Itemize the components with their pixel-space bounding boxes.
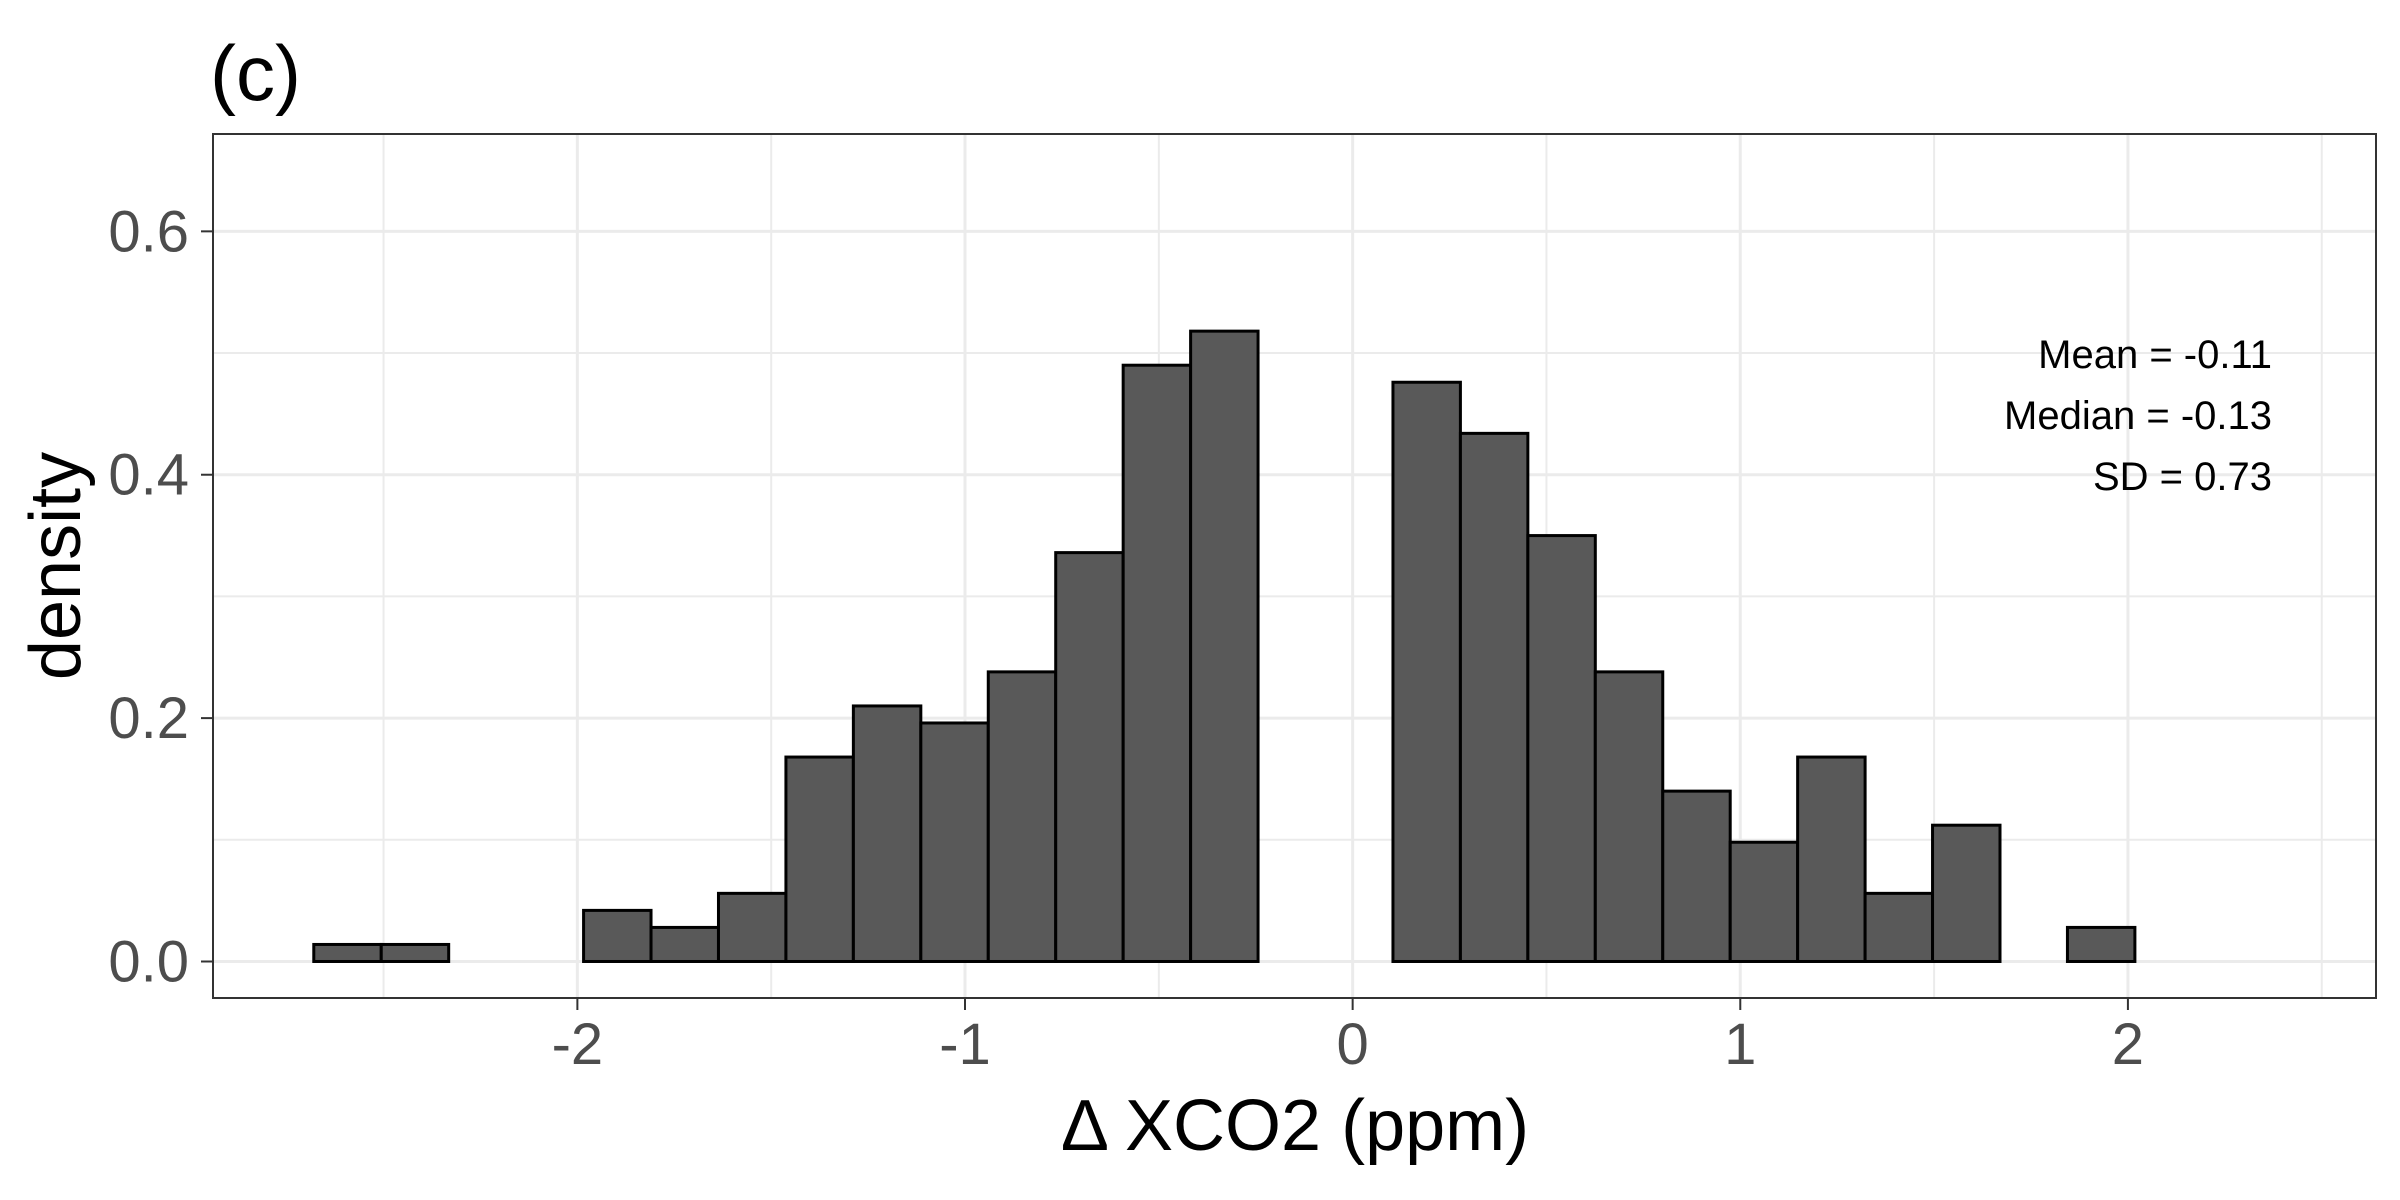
y-axis-title: density xyxy=(16,452,96,680)
statistics-annotation: Mean = -0.11 Median = -0.13 SD = 0.73 xyxy=(2004,333,2272,499)
histogram-bar xyxy=(1526,534,1597,963)
y-tick-label: 0.0 xyxy=(108,929,189,994)
histogram-bar xyxy=(784,755,855,963)
histogram-bar xyxy=(312,942,383,963)
histogram-bar xyxy=(1661,789,1732,963)
histogram-bar xyxy=(1931,823,2002,963)
histogram-bars xyxy=(312,329,2137,963)
histogram-bar xyxy=(582,908,653,963)
histogram-bar xyxy=(1796,755,1867,963)
histogram-bar xyxy=(379,942,451,963)
histogram-bar xyxy=(851,704,923,963)
histogram-bar xyxy=(1189,329,1260,963)
histogram-bar xyxy=(1863,891,1935,963)
stat-annotation-line: Median = -0.13 xyxy=(2004,394,2272,438)
histogram-bar xyxy=(1054,551,1125,963)
histogram-bar xyxy=(1391,380,1462,963)
plot-panel-border xyxy=(212,133,2377,999)
plot-panel-background xyxy=(213,134,2376,998)
x-tick-label: 0 xyxy=(1337,1012,1369,1077)
histogram-bar xyxy=(919,721,990,963)
x-tick-label: -2 xyxy=(552,1012,604,1077)
axis-ticks: -2 -1 0 1 2 0.0 0.2 0.4 0.6 xyxy=(108,199,2144,1077)
histogram-bar xyxy=(716,891,788,963)
histogram-bar xyxy=(649,925,720,963)
x-tick-label: 1 xyxy=(1724,1012,1756,1077)
histogram-bar xyxy=(2065,925,2137,963)
histogram-bar xyxy=(1458,431,1530,963)
x-axis-title: Δ XCO2 (ppm) xyxy=(1061,1086,1529,1166)
panel-label: (c) xyxy=(210,29,301,117)
x-tick-label: -1 xyxy=(939,1012,991,1077)
y-tick-label: 0.4 xyxy=(108,443,189,508)
histogram-bar xyxy=(1728,840,1800,963)
stat-annotation-line: Mean = -0.11 xyxy=(2038,333,2272,377)
histogram-bar xyxy=(986,670,1058,963)
histogram-bar xyxy=(1593,670,1665,963)
y-tick-label: 0.2 xyxy=(108,686,189,751)
histogram-bar xyxy=(1121,363,1193,963)
y-tick-label: 0.6 xyxy=(108,199,189,264)
stat-annotation-line: SD = 0.73 xyxy=(2093,455,2272,499)
x-tick-label: 2 xyxy=(2112,1012,2144,1077)
